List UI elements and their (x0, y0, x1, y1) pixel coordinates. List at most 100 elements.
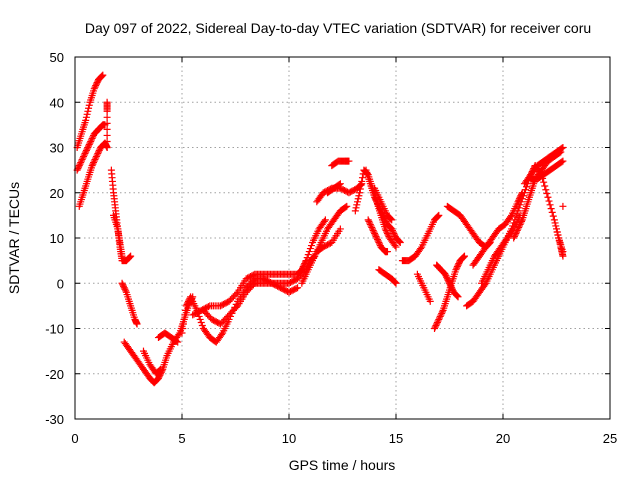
data-point-marker (336, 180, 344, 188)
data-point-marker (433, 320, 441, 328)
series-arc-24 (375, 266, 400, 287)
series-arc-7 (118, 279, 141, 328)
data-point-marker (372, 232, 380, 240)
data-point-marker (92, 80, 100, 88)
data-point-marker (383, 228, 391, 236)
data-point-marker (92, 82, 100, 90)
data-point-marker (388, 226, 396, 234)
data-point-marker (460, 253, 468, 261)
data-point-marker (516, 220, 524, 228)
data-point-marker (175, 331, 183, 339)
data-point-marker (84, 144, 92, 151)
data-point-marker (178, 329, 186, 337)
data-point-marker (292, 285, 300, 293)
data-point-marker (84, 107, 92, 115)
data-point-marker (371, 195, 379, 203)
data-point-marker (373, 199, 381, 207)
data-point-marker (335, 180, 343, 188)
data-point-marker (396, 239, 404, 247)
data-point-marker (453, 292, 461, 300)
data-point-marker (88, 162, 96, 170)
data-point-marker (544, 193, 552, 201)
data-point-marker (512, 229, 520, 237)
data-point-marker (80, 153, 88, 161)
y-tick-label: 20 (50, 186, 64, 201)
data-point-marker (454, 261, 462, 269)
data-point-marker (304, 251, 312, 259)
series-arc-27 (431, 252, 468, 332)
data-point-marker (125, 254, 133, 262)
series-arc-25 (398, 211, 443, 265)
series-arc-29 (443, 202, 494, 251)
data-point-marker (89, 160, 97, 168)
data-point-marker (99, 71, 107, 79)
data-point-marker (443, 275, 451, 283)
data-point-marker (76, 160, 84, 168)
data-point-marker (232, 303, 240, 311)
series-arc-11 (178, 275, 302, 346)
data-point-marker (306, 245, 314, 253)
data-point-marker (91, 156, 99, 164)
series-arc-37 (553, 225, 567, 260)
x-tick-labels: 0 5 10 15 20 25 (71, 431, 617, 446)
data-point-marker (184, 299, 192, 307)
data-point-marker (103, 137, 111, 145)
series-arc-38 (559, 202, 567, 210)
data-point-marker (382, 226, 390, 234)
data-point-marker (198, 321, 206, 329)
data-point-marker (371, 231, 379, 239)
series-arc-6 (110, 211, 126, 260)
data-point-marker (303, 254, 311, 262)
data-point-marker (85, 101, 93, 109)
data-point-marker (431, 323, 439, 331)
series-arc-4 (103, 98, 111, 151)
data-point-marker (366, 220, 374, 228)
data-point-marker (559, 144, 567, 151)
data-point-marker (515, 222, 523, 230)
data-point-marker (432, 321, 440, 329)
data-point-marker (388, 216, 396, 224)
y-tick-label: 30 (50, 141, 64, 156)
data-series (73, 71, 567, 387)
series-arc-3 (75, 139, 111, 210)
series-arc-13 (199, 252, 319, 328)
data-point-marker (559, 202, 567, 210)
data-point-marker (417, 245, 425, 253)
data-point-marker (294, 284, 302, 292)
data-point-marker (435, 211, 443, 219)
series-arc-23 (371, 184, 396, 224)
data-point-marker (183, 300, 191, 308)
data-point-marker (547, 205, 555, 213)
data-point-marker (87, 136, 95, 144)
data-point-marker (374, 237, 382, 245)
data-point-marker (345, 157, 353, 165)
series-arc-15 (302, 216, 329, 265)
data-point-marker (154, 374, 162, 382)
data-point-marker (518, 189, 526, 197)
data-point-marker (365, 217, 373, 225)
data-point-marker (353, 201, 361, 209)
data-point-marker (389, 228, 397, 236)
data-point-marker (548, 208, 556, 216)
data-point-marker (351, 207, 359, 215)
data-point-marker (506, 213, 514, 221)
data-point-marker (92, 153, 100, 161)
data-point-marker (179, 320, 187, 328)
data-point-marker (376, 240, 384, 248)
data-point-marker (196, 315, 204, 323)
data-point-marker (197, 318, 205, 326)
series-arc-36 (527, 157, 567, 183)
y-tick-label: 40 (50, 95, 64, 110)
series-arc-28 (433, 261, 462, 301)
data-point-marker (204, 303, 212, 311)
data-point-marker (82, 113, 90, 121)
data-point-marker (514, 225, 522, 233)
data-point-marker (516, 193, 524, 201)
data-point-marker (436, 314, 444, 322)
data-point-marker (542, 186, 550, 194)
series-arc-31 (469, 189, 526, 269)
data-point-marker (88, 134, 96, 142)
data-point-marker (387, 215, 395, 223)
data-point-marker (355, 192, 363, 200)
data-point-marker (232, 290, 240, 298)
